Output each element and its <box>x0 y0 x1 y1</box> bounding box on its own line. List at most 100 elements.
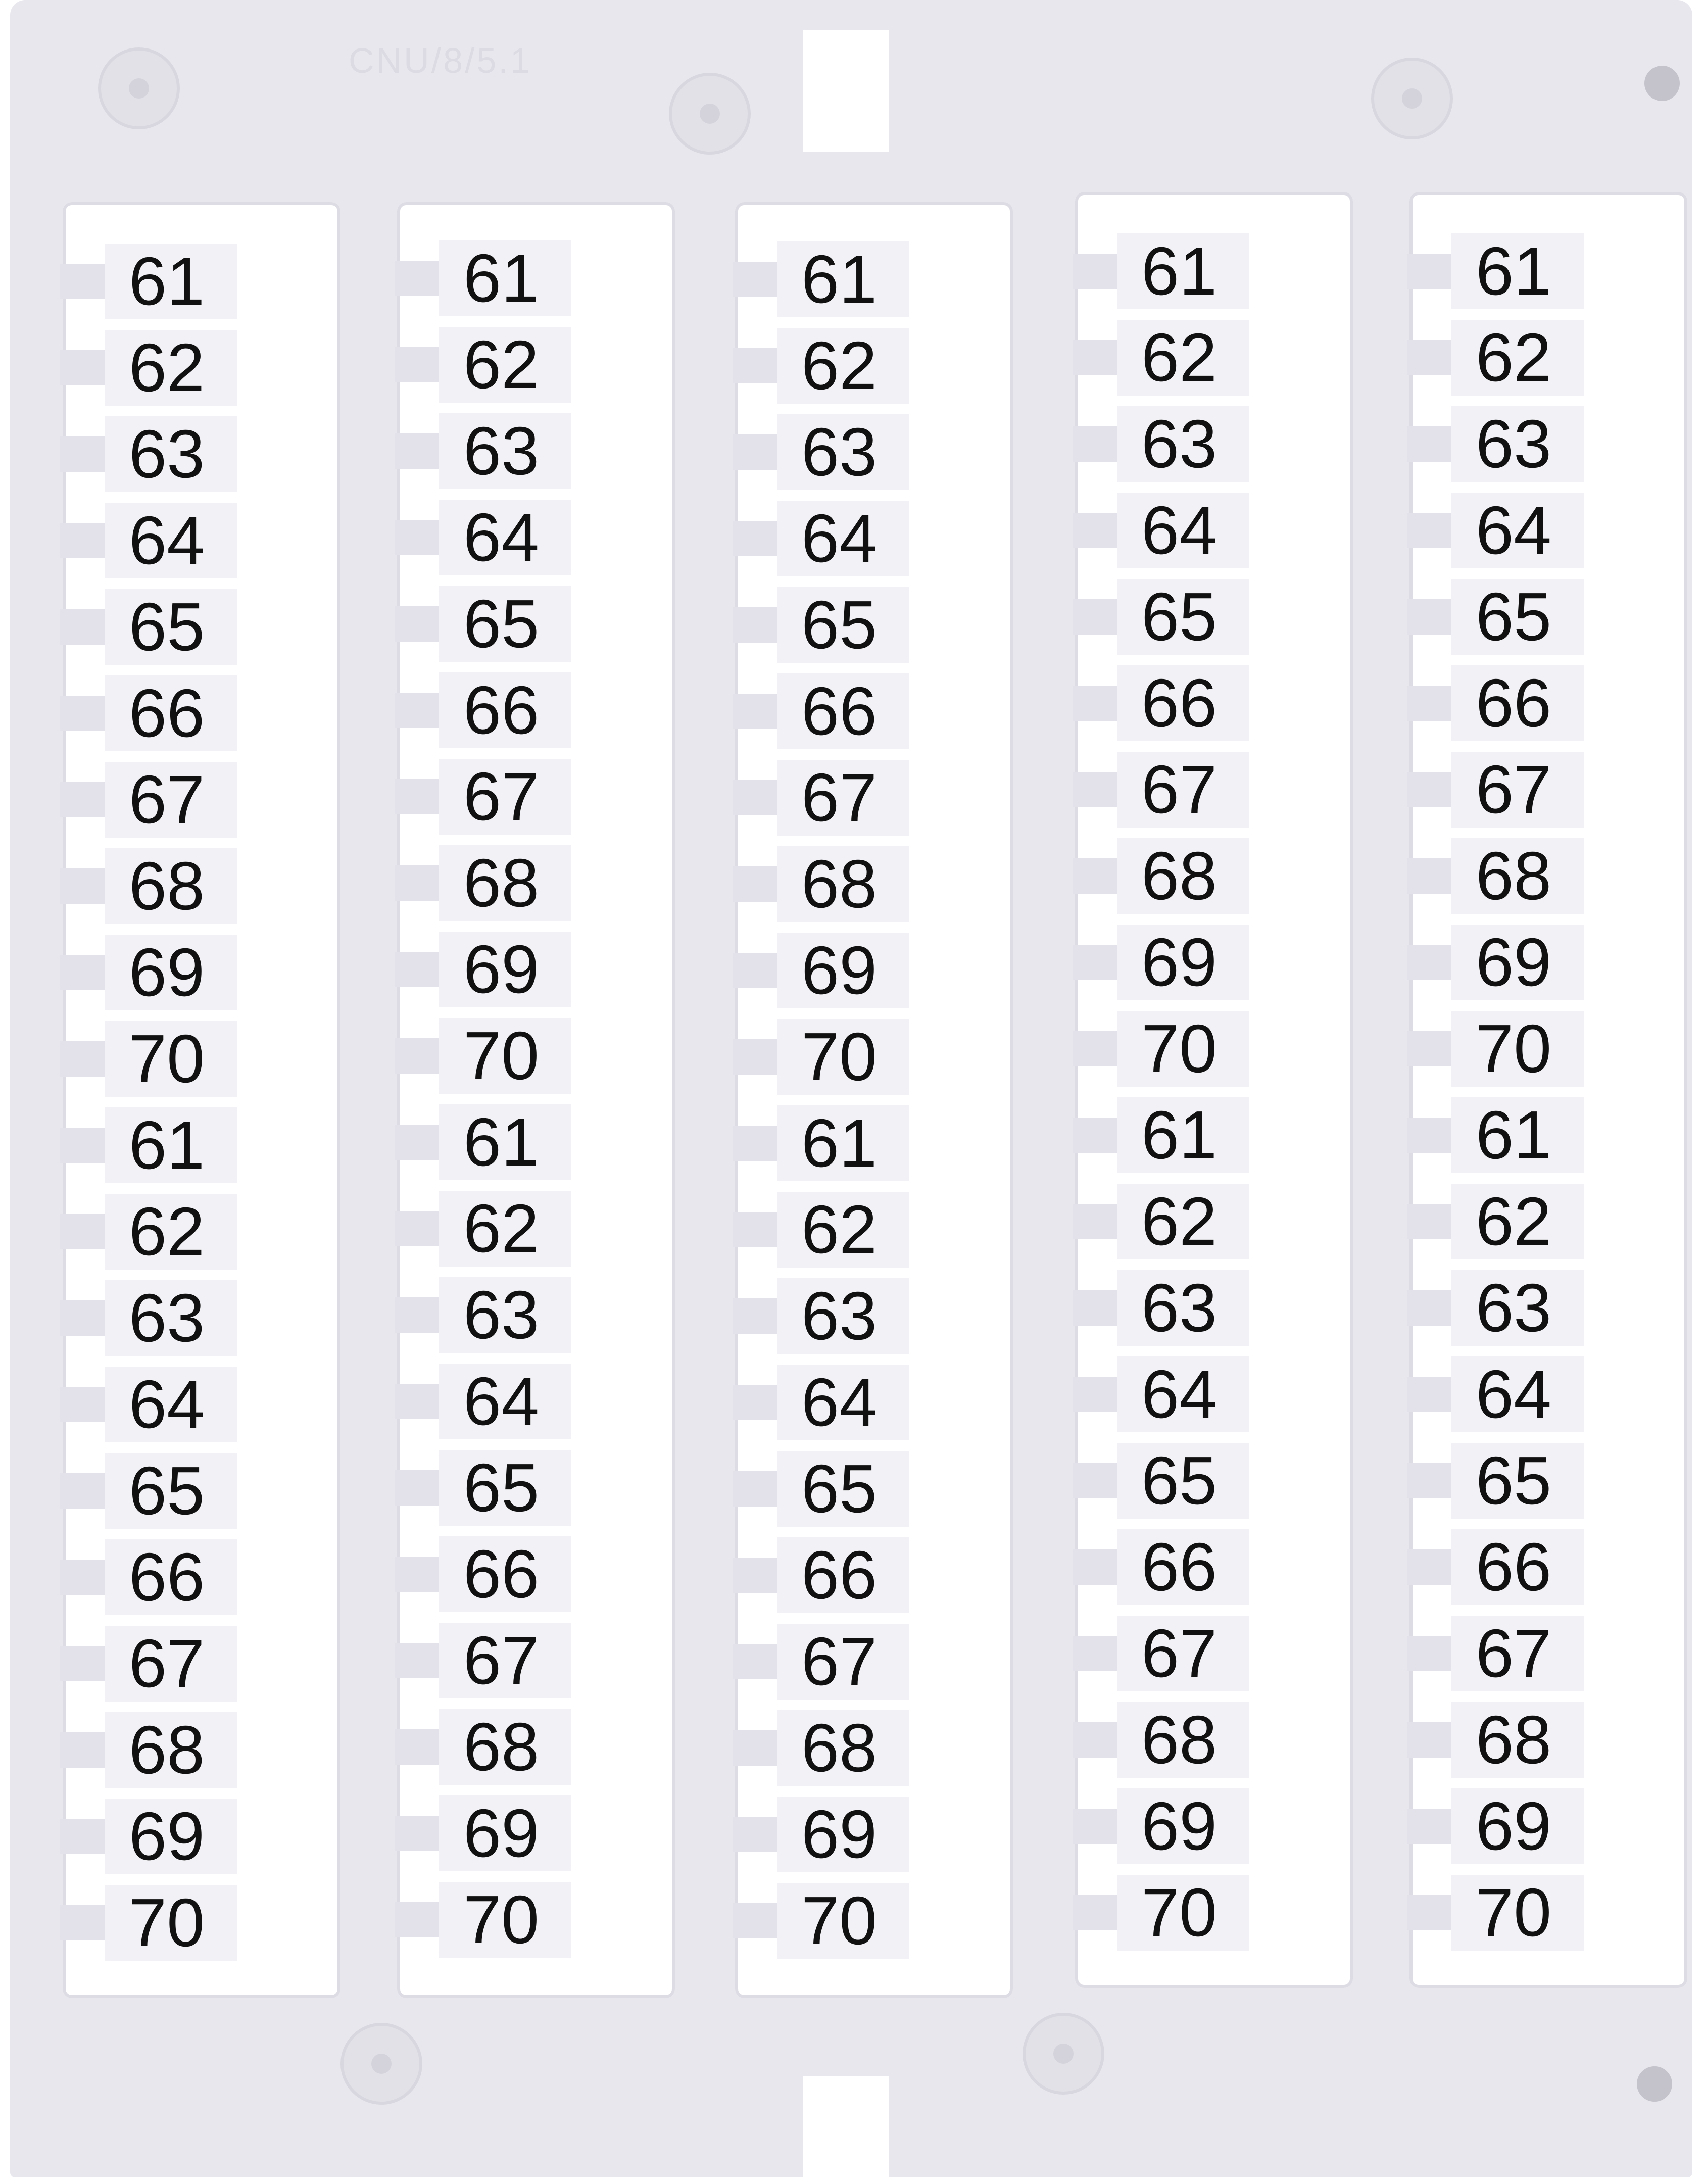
marker-label[interactable]: 64 <box>1451 493 1584 568</box>
marker-label[interactable]: 63 <box>105 1280 237 1356</box>
marker-label[interactable]: 64 <box>105 503 237 578</box>
marker-label[interactable]: 63 <box>777 414 909 490</box>
marker-label[interactable]: 66 <box>439 1536 571 1612</box>
marker-label[interactable]: 62 <box>1451 320 1584 396</box>
marker-label[interactable]: 67 <box>439 759 571 835</box>
marker-label[interactable]: 70 <box>1451 1875 1584 1951</box>
marker-label[interactable]: 69 <box>777 933 909 1008</box>
marker-label[interactable]: 68 <box>439 845 571 921</box>
marker-label[interactable]: 63 <box>1451 406 1584 482</box>
marker-label[interactable]: 63 <box>777 1278 909 1354</box>
marker-label[interactable]: 62 <box>777 328 909 404</box>
marker-label[interactable]: 63 <box>105 416 237 492</box>
marker-label[interactable]: 65 <box>1117 1443 1249 1519</box>
marker-label[interactable]: 68 <box>777 1710 909 1786</box>
marker-label[interactable]: 66 <box>1451 665 1584 741</box>
marker-label[interactable]: 67 <box>1451 1616 1584 1691</box>
marker-label[interactable]: 66 <box>1117 1529 1249 1605</box>
marker-label[interactable]: 63 <box>1117 1270 1249 1346</box>
marker-label[interactable]: 61 <box>1117 233 1249 309</box>
marker-label[interactable]: 68 <box>1117 1702 1249 1778</box>
marker-label[interactable]: 62 <box>439 1191 571 1267</box>
marker-label[interactable]: 61 <box>105 1107 237 1183</box>
marker-label[interactable]: 61 <box>777 241 909 317</box>
marker-label[interactable]: 68 <box>777 846 909 922</box>
marker-label[interactable]: 65 <box>1117 579 1249 655</box>
marker-label[interactable]: 68 <box>1451 1702 1584 1778</box>
marker-label[interactable]: 66 <box>105 675 237 751</box>
marker-label[interactable]: 68 <box>1451 838 1584 914</box>
marker-label[interactable]: 69 <box>1451 925 1584 1000</box>
marker-label[interactable]: 69 <box>1117 1788 1249 1864</box>
marker-label[interactable]: 62 <box>1117 1184 1249 1259</box>
marker-label[interactable]: 66 <box>777 673 909 749</box>
marker-label[interactable]: 61 <box>1451 233 1584 309</box>
marker-label[interactable]: 65 <box>1451 1443 1584 1519</box>
marker-label[interactable]: 64 <box>1117 1356 1249 1432</box>
marker-label[interactable]: 64 <box>439 500 571 575</box>
marker-label[interactable]: 70 <box>105 1021 237 1097</box>
marker-label[interactable]: 66 <box>777 1537 909 1613</box>
marker-label[interactable]: 68 <box>105 1712 237 1788</box>
marker-label[interactable]: 70 <box>1117 1011 1249 1087</box>
marker-label[interactable]: 69 <box>439 1795 571 1871</box>
marker-label[interactable]: 66 <box>1451 1529 1584 1605</box>
marker-label[interactable]: 67 <box>439 1623 571 1698</box>
marker-label[interactable]: 61 <box>439 1104 571 1180</box>
marker-label[interactable]: 61 <box>439 240 571 316</box>
marker-label[interactable]: 70 <box>439 1882 571 1958</box>
marker-label[interactable]: 62 <box>777 1192 909 1268</box>
marker-label[interactable]: 63 <box>1117 406 1249 482</box>
marker-label[interactable]: 69 <box>1117 925 1249 1000</box>
marker-label[interactable]: 67 <box>777 1624 909 1700</box>
marker-label[interactable]: 68 <box>439 1709 571 1785</box>
marker-label[interactable]: 64 <box>777 1365 909 1440</box>
marker-label[interactable]: 68 <box>1117 838 1249 914</box>
marker-label[interactable]: 64 <box>1451 1356 1584 1432</box>
marker-label[interactable]: 66 <box>1117 665 1249 741</box>
marker-label[interactable]: 65 <box>105 589 237 665</box>
marker-label[interactable]: 64 <box>1117 493 1249 568</box>
marker-label[interactable]: 67 <box>105 1626 237 1702</box>
marker-label[interactable]: 65 <box>439 586 571 662</box>
marker-label[interactable]: 63 <box>439 1277 571 1353</box>
marker-label[interactable]: 61 <box>105 244 237 319</box>
marker-label[interactable]: 70 <box>1117 1875 1249 1951</box>
marker-label[interactable]: 69 <box>105 1799 237 1874</box>
marker-label[interactable]: 63 <box>439 413 571 489</box>
marker-label[interactable]: 62 <box>1451 1184 1584 1259</box>
marker-label[interactable]: 62 <box>1117 320 1249 396</box>
marker-label[interactable]: 62 <box>105 1194 237 1270</box>
marker-label[interactable]: 68 <box>105 848 237 924</box>
marker-label[interactable]: 62 <box>105 330 237 406</box>
marker-label[interactable]: 66 <box>439 672 571 748</box>
marker-label[interactable]: 64 <box>439 1364 571 1439</box>
marker-label[interactable]: 69 <box>1451 1788 1584 1864</box>
marker-label[interactable]: 67 <box>1451 752 1584 828</box>
marker-label[interactable]: 70 <box>1451 1011 1584 1087</box>
marker-label[interactable]: 65 <box>1451 579 1584 655</box>
marker-label[interactable]: 65 <box>777 1451 909 1527</box>
marker-label[interactable]: 67 <box>1117 752 1249 828</box>
marker-label[interactable]: 61 <box>777 1105 909 1181</box>
marker-label[interactable]: 63 <box>1451 1270 1584 1346</box>
marker-label[interactable]: 61 <box>1117 1097 1249 1173</box>
marker-label[interactable]: 67 <box>1117 1616 1249 1691</box>
marker-label[interactable]: 62 <box>439 327 571 403</box>
marker-label[interactable]: 70 <box>439 1018 571 1094</box>
marker-label[interactable]: 66 <box>105 1539 237 1615</box>
marker-label[interactable]: 64 <box>105 1367 237 1442</box>
marker-label[interactable]: 64 <box>777 501 909 576</box>
marker-label[interactable]: 70 <box>777 1883 909 1959</box>
marker-label[interactable]: 65 <box>105 1453 237 1529</box>
marker-label[interactable]: 70 <box>105 1885 237 1961</box>
marker-label[interactable]: 67 <box>777 760 909 836</box>
marker-label[interactable]: 69 <box>105 935 237 1010</box>
marker-label[interactable]: 61 <box>1451 1097 1584 1173</box>
marker-label[interactable]: 69 <box>777 1797 909 1872</box>
marker-label[interactable]: 69 <box>439 932 571 1007</box>
marker-label[interactable]: 65 <box>439 1450 571 1526</box>
marker-label[interactable]: 67 <box>105 762 237 838</box>
marker-label[interactable]: 70 <box>777 1019 909 1095</box>
marker-label[interactable]: 65 <box>777 587 909 663</box>
